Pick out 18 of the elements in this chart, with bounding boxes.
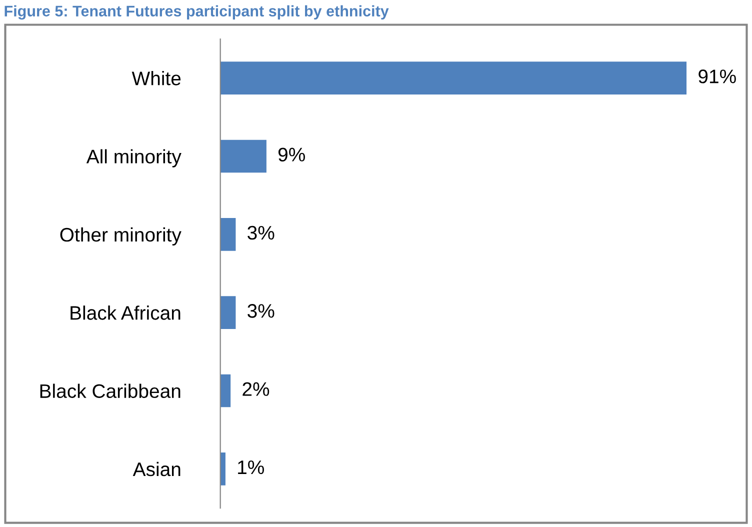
data-label: 3% (248, 226, 274, 240)
y-tick-label: White (132, 71, 181, 86)
chart-title: Figure 5: Tenant Futures participant split by ethnicity (4, 5, 389, 20)
data-label: 1% (238, 460, 264, 474)
y-tick-label: Black African (70, 306, 180, 320)
bar (220, 374, 231, 408)
y-tick-label: Asian (132, 462, 180, 476)
data-label: 9% (278, 148, 305, 162)
bar (220, 296, 236, 330)
y-tick-label: Other minority (60, 227, 182, 246)
y-tick-label: All minority (86, 149, 182, 168)
bar (220, 62, 687, 94)
data-label: 2% (242, 382, 270, 396)
data-label: 91% (698, 70, 736, 84)
data-label: 3% (248, 304, 274, 318)
bar (220, 218, 236, 251)
y-tick-label: Black Caribbean (40, 384, 180, 398)
bar (220, 140, 266, 173)
